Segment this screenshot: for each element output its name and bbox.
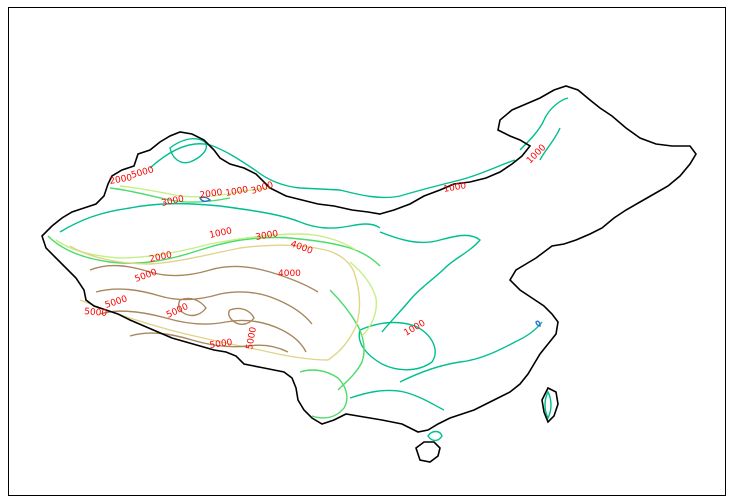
contour-1000-southeast: [399, 321, 543, 383]
contour-1000-taiwan: [544, 390, 552, 420]
contour-3000-plateau-east: [349, 261, 378, 337]
contour-3000-tianshan: [119, 185, 273, 198]
contours-1000: [59, 97, 569, 442]
contour-label: 5000: [209, 338, 233, 351]
china-border: [41, 85, 697, 433]
taiwan-border: [541, 386, 559, 424]
contour-1000-loess: [379, 231, 481, 333]
hainan-border: [415, 441, 441, 463]
contour-label: 5000: [104, 294, 129, 311]
contour-low-east: [535, 320, 541, 327]
contour-label: 1000: [403, 318, 428, 338]
contour-5000-b: [95, 288, 313, 325]
contour-label: 2000: [199, 188, 223, 201]
contour-label: 4000: [289, 239, 314, 256]
contour-3000-kunlun: [55, 233, 357, 259]
contour-1000-hainan: [427, 430, 443, 442]
contours-5000: [89, 264, 319, 353]
contour-5000-e: [177, 297, 207, 317]
contour-1000-south: [349, 389, 445, 411]
contour-2000-tianshan: [109, 187, 231, 203]
map-frame: [8, 7, 726, 496]
contour-label: 1000: [525, 143, 548, 166]
contour-label: 2000: [149, 250, 174, 265]
contour-label: 1000: [209, 226, 234, 241]
contour-label: 1000: [225, 185, 250, 199]
contour-low-turpan: [199, 196, 212, 203]
contour-5000-c: [99, 310, 307, 353]
contour-4000-south: [79, 299, 329, 361]
contour-label: 1000: [443, 181, 468, 195]
contour-label: 5000: [134, 267, 159, 284]
contour-5000-f: [227, 307, 255, 325]
contours-3000: [55, 185, 378, 337]
contour-label: 5000: [84, 307, 108, 319]
contour-2000-tarim-south: [47, 235, 381, 267]
contour-5000-d: [129, 332, 289, 353]
contours-low: [199, 196, 541, 327]
contour-4000-north: [69, 244, 355, 273]
contours-2000: [47, 187, 381, 419]
contour-1000-northeast: [519, 97, 569, 161]
contour-label: 5000: [245, 326, 259, 351]
contour-label: 4000: [278, 269, 301, 279]
contour-1000-sichuan: [358, 321, 436, 371]
contour-label: 5000: [165, 302, 190, 321]
contour-1000-junggar: [169, 138, 207, 164]
contour-2000-hengduan: [329, 289, 365, 391]
contour-4000-east: [327, 271, 361, 361]
contour-2000-yunnan: [299, 369, 348, 419]
contour-1000-tarim: [59, 202, 381, 233]
contour-5000-a: [89, 264, 319, 293]
contour-label: 3000: [255, 229, 280, 243]
contour-label: 5000: [130, 165, 155, 181]
contour-label: 2000: [109, 173, 134, 187]
contour-label: 3000: [161, 194, 186, 209]
